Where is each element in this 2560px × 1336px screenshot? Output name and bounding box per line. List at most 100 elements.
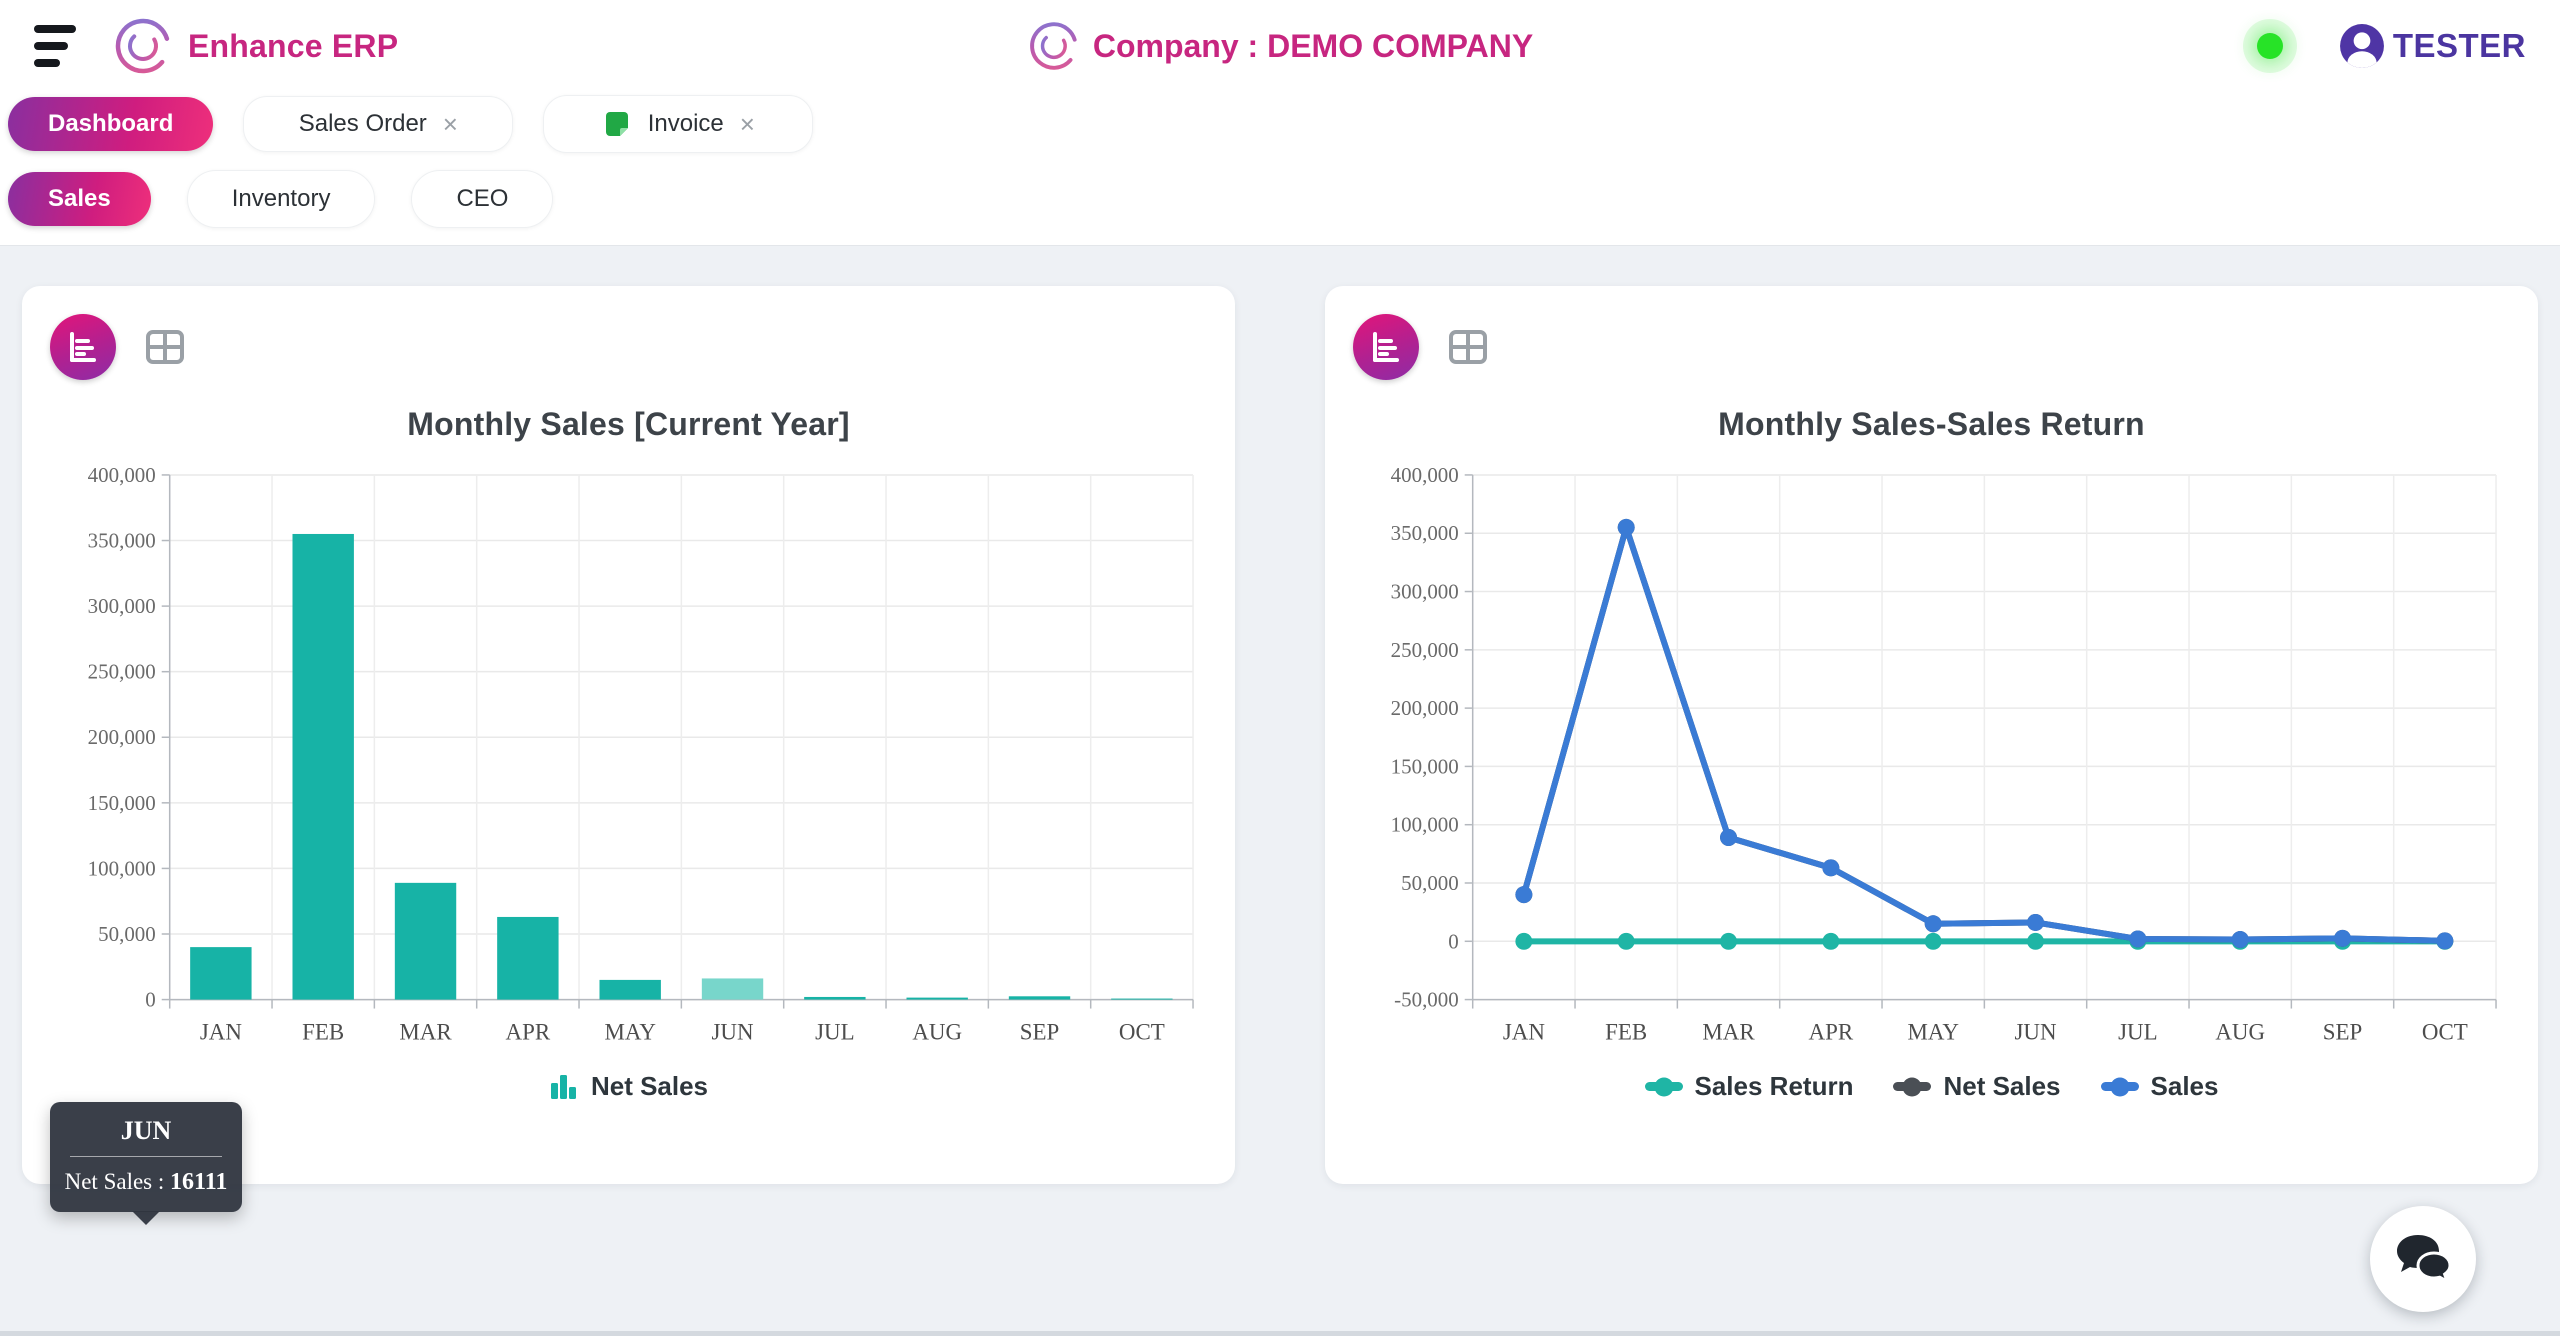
- svg-text:0: 0: [1448, 929, 1458, 953]
- svg-text:300,000: 300,000: [1391, 580, 1459, 604]
- company-name: Company : DEMO COMPANY: [1092, 27, 1534, 64]
- legend-label: Sales Return: [1694, 1071, 1854, 1102]
- svg-text:APR: APR: [1809, 1019, 1854, 1044]
- svg-text:JAN: JAN: [200, 1019, 242, 1044]
- table-icon: [146, 330, 184, 364]
- tooltip-value: 16111: [170, 1169, 228, 1196]
- tooltip-value-line: Net Sales : 16111: [64, 1169, 228, 1196]
- svg-text:AUG: AUG: [2215, 1019, 2265, 1044]
- monthly-sales-card: Monthly Sales [Current Year] 0 50,000 100,…: [22, 286, 1235, 1213]
- bar-chart-icon: [1373, 332, 1399, 362]
- legend-label: Net Sales: [590, 1071, 709, 1102]
- monthly-sales-bar-chart[interactable]: 0 50,000 100,000 150,000 200,000 250,000 300,0…: [50, 455, 1207, 1065]
- svg-text:100,000: 100,000: [88, 856, 156, 880]
- close-icon[interactable]: ×: [442, 109, 458, 139]
- svg-text:SEP: SEP: [1020, 1019, 1060, 1044]
- svg-text:150,000: 150,000: [1391, 754, 1459, 778]
- invoice-note-icon: [605, 112, 628, 136]
- svg-text:JUL: JUL: [2118, 1019, 2158, 1044]
- enhance-erp-logo-icon: [115, 18, 171, 74]
- svg-text:-50,000: -50,000: [1394, 988, 1459, 1012]
- brand-title: Enhance ERP: [188, 27, 399, 64]
- svg-text:SEP: SEP: [2323, 1019, 2363, 1044]
- chat-button[interactable]: [2370, 1206, 2476, 1312]
- line-series-icon: [1893, 1077, 1932, 1097]
- legend-sales-return[interactable]: Sales Return: [1644, 1071, 1854, 1102]
- svg-text:300,000: 300,000: [88, 594, 156, 618]
- sales-return-line-chart[interactable]: -50,000 0 50,000 100,000 150,000 200,000 250,0…: [1353, 455, 2510, 1065]
- tab-dashboard[interactable]: Dashboard: [8, 97, 214, 151]
- svg-text:JUL: JUL: [815, 1019, 855, 1044]
- chart-title: Monthly Sales [Current Year]: [407, 406, 850, 442]
- legend-label: Sales: [2150, 1071, 2219, 1102]
- subtab-ceo[interactable]: CEO: [411, 170, 554, 228]
- user-menu[interactable]: TESTER: [2339, 23, 2526, 69]
- table-view-button[interactable]: [146, 330, 184, 364]
- chart-tooltip: JUN Net Sales : 16111: [50, 1102, 242, 1213]
- card-tools: [1353, 314, 2510, 380]
- tab-sales-order[interactable]: Sales Order ×: [243, 96, 514, 152]
- svg-text:200,000: 200,000: [88, 725, 156, 749]
- svg-text:MAR: MAR: [399, 1019, 452, 1044]
- tooltip-series-label: Net Sales :: [64, 1169, 165, 1195]
- svg-text:400,000: 400,000: [1391, 463, 1459, 487]
- svg-text:100,000: 100,000: [1391, 813, 1459, 837]
- chart-legend: Sales Return Net Sales Sales: [1353, 1071, 2510, 1102]
- tab-invoice-label: Invoice: [647, 110, 724, 137]
- subtab-inventory[interactable]: Inventory: [186, 170, 376, 228]
- svg-text:JUN: JUN: [2014, 1019, 2056, 1044]
- subtab-sales[interactable]: Sales: [8, 172, 151, 226]
- tab-bar: Dashboard Sales Order × Invoice ×: [0, 82, 2560, 153]
- table-view-button[interactable]: [1449, 330, 1487, 364]
- tab-invoice[interactable]: Invoice ×: [543, 95, 814, 153]
- svg-text:JAN: JAN: [1503, 1019, 1545, 1044]
- svg-text:200,000: 200,000: [1391, 696, 1459, 720]
- legend-label: Net Sales: [1943, 1071, 2061, 1102]
- svg-text:150,000: 150,000: [88, 791, 156, 815]
- online-status-dot: [2256, 33, 2283, 59]
- svg-text:50,000: 50,000: [1401, 871, 1459, 895]
- svg-text:MAY: MAY: [1907, 1019, 1958, 1044]
- line-series-icon: [2100, 1077, 2139, 1097]
- svg-text:FEB: FEB: [1605, 1019, 1647, 1044]
- svg-text:350,000: 350,000: [88, 529, 156, 553]
- chart-view-button[interactable]: [1353, 314, 1419, 380]
- svg-text:OCT: OCT: [1119, 1019, 1165, 1044]
- svg-text:OCT: OCT: [2422, 1019, 2468, 1044]
- subtab-bar: Sales Inventory CEO: [0, 152, 2560, 228]
- legend-net-sales[interactable]: Net Sales: [1893, 1071, 2061, 1102]
- chat-bubbles-icon: [2397, 1235, 2452, 1285]
- svg-text:50,000: 50,000: [98, 922, 156, 946]
- header-row: Enhance ERP Company : DEMO COMPANY: [0, 10, 2560, 82]
- svg-text:250,000: 250,000: [88, 660, 156, 684]
- close-icon[interactable]: ×: [739, 109, 755, 139]
- sales-return-card: Monthly Sales-Sales Return -50,000 0 50,00…: [1325, 286, 2538, 1184]
- card-tools: [50, 314, 1207, 380]
- line-series-icon: [1644, 1077, 1683, 1097]
- chart-view-button[interactable]: [50, 314, 116, 380]
- username: TESTER: [2392, 27, 2526, 64]
- chart-title: Monthly Sales-Sales Return: [1718, 406, 2145, 442]
- svg-text:JUN: JUN: [711, 1019, 753, 1044]
- company-label: Company : DEMO COMPANY: [1027, 19, 1533, 73]
- user-avatar-icon: [2339, 24, 2384, 68]
- svg-text:APR: APR: [506, 1019, 551, 1044]
- brand: Enhance ERP: [112, 15, 398, 77]
- table-icon: [1449, 330, 1487, 364]
- svg-text:MAY: MAY: [604, 1019, 655, 1044]
- svg-text:AUG: AUG: [912, 1019, 962, 1044]
- legend-sales[interactable]: Sales: [2100, 1071, 2219, 1102]
- svg-text:MAR: MAR: [1702, 1019, 1755, 1044]
- hamburger-menu-icon[interactable]: [34, 25, 76, 67]
- svg-text:0: 0: [145, 988, 155, 1012]
- svg-text:400,000: 400,000: [88, 463, 156, 487]
- tooltip-month: JUN: [70, 1116, 222, 1158]
- legend-net-sales[interactable]: Net Sales: [549, 1071, 708, 1102]
- bar-series-icon: [550, 1074, 576, 1099]
- tab-sales-order-label: Sales Order: [298, 110, 427, 137]
- svg-text:250,000: 250,000: [1391, 638, 1459, 662]
- chart-legend: Net Sales: [50, 1071, 1207, 1102]
- user-zone: TESTER: [2256, 23, 2526, 69]
- topbar: Enhance ERP Company : DEMO COMPANY: [0, 0, 2560, 246]
- company-logo-icon: [1030, 22, 1078, 70]
